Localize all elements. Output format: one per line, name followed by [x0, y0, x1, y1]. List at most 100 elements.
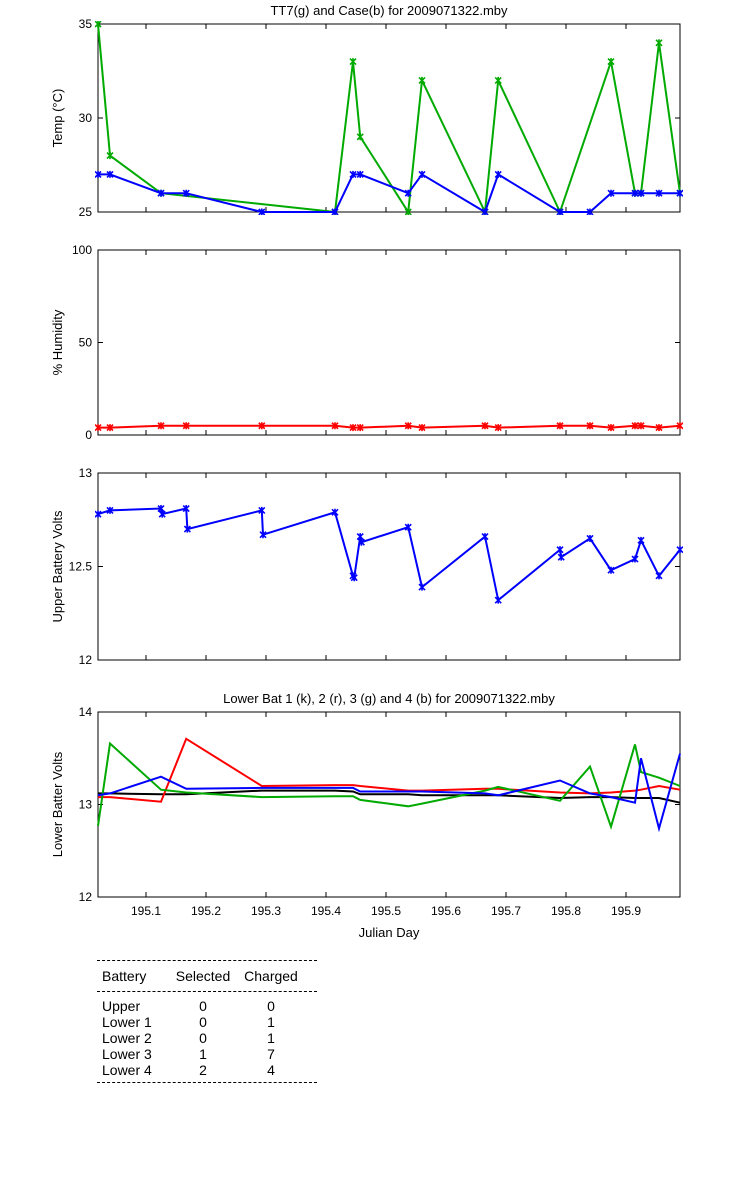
data-point — [586, 208, 594, 215]
x-tick-label: 195.8 — [551, 904, 581, 918]
data-point — [182, 504, 190, 513]
series-line — [97, 741, 681, 830]
battery-name: Lower 2 — [102, 1030, 152, 1046]
data-point — [556, 422, 564, 430]
data-point — [655, 39, 663, 47]
table-row: Upper 0 0 — [97, 998, 317, 1014]
data-point — [106, 506, 114, 514]
x-tick-label: 195.9 — [611, 904, 641, 918]
data-point — [494, 170, 502, 178]
x-tick-label: 195.5 — [371, 904, 401, 918]
data-point — [418, 170, 426, 178]
header-charged: Charged — [244, 968, 298, 984]
charged-count: 1 — [267, 1030, 275, 1046]
data-point — [258, 422, 266, 430]
y-axis-label: Temp (°C) — [50, 89, 65, 148]
table-bottom-divider — [97, 1082, 317, 1083]
data-point — [637, 536, 645, 544]
data-point — [655, 424, 663, 432]
table-row: Lower 2 0 1 — [97, 1030, 317, 1046]
selected-count: 0 — [199, 1030, 207, 1046]
data-point — [557, 553, 565, 561]
data-point — [106, 170, 114, 178]
data-point — [607, 58, 615, 66]
data-point — [95, 424, 102, 432]
data-point — [404, 422, 412, 430]
data-point — [655, 572, 663, 580]
data-point — [157, 504, 165, 513]
series-line — [97, 753, 681, 833]
y-tick-label: 50 — [79, 336, 93, 350]
table-body: Upper 0 0 Lower 1 0 1 Lower 2 0 1 Lower … — [97, 992, 317, 1082]
data-point — [331, 422, 339, 430]
data-point — [350, 574, 358, 582]
table-row: Lower 3 1 7 — [97, 1046, 317, 1062]
data-point — [258, 506, 266, 514]
data-point — [357, 538, 365, 546]
y-axis-label: Lower Batter Volts — [50, 751, 65, 857]
data-point — [556, 208, 564, 215]
data-point — [356, 133, 364, 141]
data-point — [481, 208, 489, 215]
battery-name: Lower 4 — [102, 1062, 152, 1078]
data-point — [157, 422, 165, 430]
data-point — [676, 422, 683, 430]
charged-count: 0 — [267, 998, 275, 1014]
selected-count: 2 — [199, 1062, 207, 1078]
x-tick-label: 195.7 — [491, 904, 521, 918]
y-tick-label: 13 — [79, 466, 93, 480]
data-point — [356, 170, 364, 178]
data-point — [631, 555, 639, 563]
data-point — [158, 510, 166, 518]
data-point — [494, 76, 502, 84]
data-point — [481, 422, 489, 430]
y-tick-label: 12 — [79, 653, 93, 667]
data-point — [182, 422, 190, 430]
data-point — [631, 422, 639, 430]
plot-frame — [97, 249, 681, 436]
data-point — [418, 76, 426, 84]
y-tick-label: 25 — [79, 205, 93, 219]
data-point — [106, 424, 114, 432]
data-point — [494, 596, 502, 604]
x-tick-label: 195.3 — [251, 904, 281, 918]
data-point — [637, 189, 645, 197]
data-point — [157, 189, 165, 197]
data-point — [607, 189, 615, 197]
data-point — [331, 208, 339, 215]
data-point — [481, 533, 489, 541]
battery-name: Upper — [102, 998, 141, 1014]
data-point — [494, 424, 502, 432]
battery-name: Lower 1 — [102, 1014, 152, 1030]
y-axis-label: % Humidity — [50, 309, 65, 375]
y-tick-label: 0 — [85, 428, 92, 442]
data-point — [404, 208, 412, 215]
data-point — [404, 523, 412, 531]
selected-count: 1 — [199, 1046, 207, 1062]
data-point — [259, 531, 267, 539]
chart-title: Lower Bat 1 (k), 2 (r), 3 (g) and 4 (b) … — [223, 691, 555, 706]
data-point — [404, 189, 412, 197]
plot-frame — [97, 472, 681, 661]
data-point — [349, 424, 357, 432]
data-point — [95, 21, 102, 28]
data-point — [182, 189, 190, 197]
y-tick-label: 12 — [79, 890, 93, 904]
table-header-divider — [97, 991, 317, 992]
data-point — [586, 534, 594, 543]
data-point — [418, 424, 426, 432]
x-axis-label: Julian Day — [359, 925, 420, 940]
y-axis-label: Upper Battery Volts — [50, 510, 65, 622]
chart-title: TT7(g) and Case(b) for 2009071322.mby — [270, 3, 508, 18]
header-selected: Selected — [175, 968, 231, 984]
y-tick-label: 12.5 — [69, 560, 93, 574]
table-header-row: Battery Selected Charged — [97, 961, 317, 991]
charged-count: 1 — [267, 1014, 275, 1030]
data-point — [418, 583, 426, 591]
data-point — [258, 208, 266, 215]
battery-summary-table: Battery Selected Charged Upper 0 0 Lower… — [97, 960, 317, 1083]
x-tick-label: 195.2 — [191, 904, 221, 918]
y-tick-label: 30 — [79, 111, 93, 125]
data-point — [676, 189, 683, 197]
data-point — [586, 422, 594, 430]
